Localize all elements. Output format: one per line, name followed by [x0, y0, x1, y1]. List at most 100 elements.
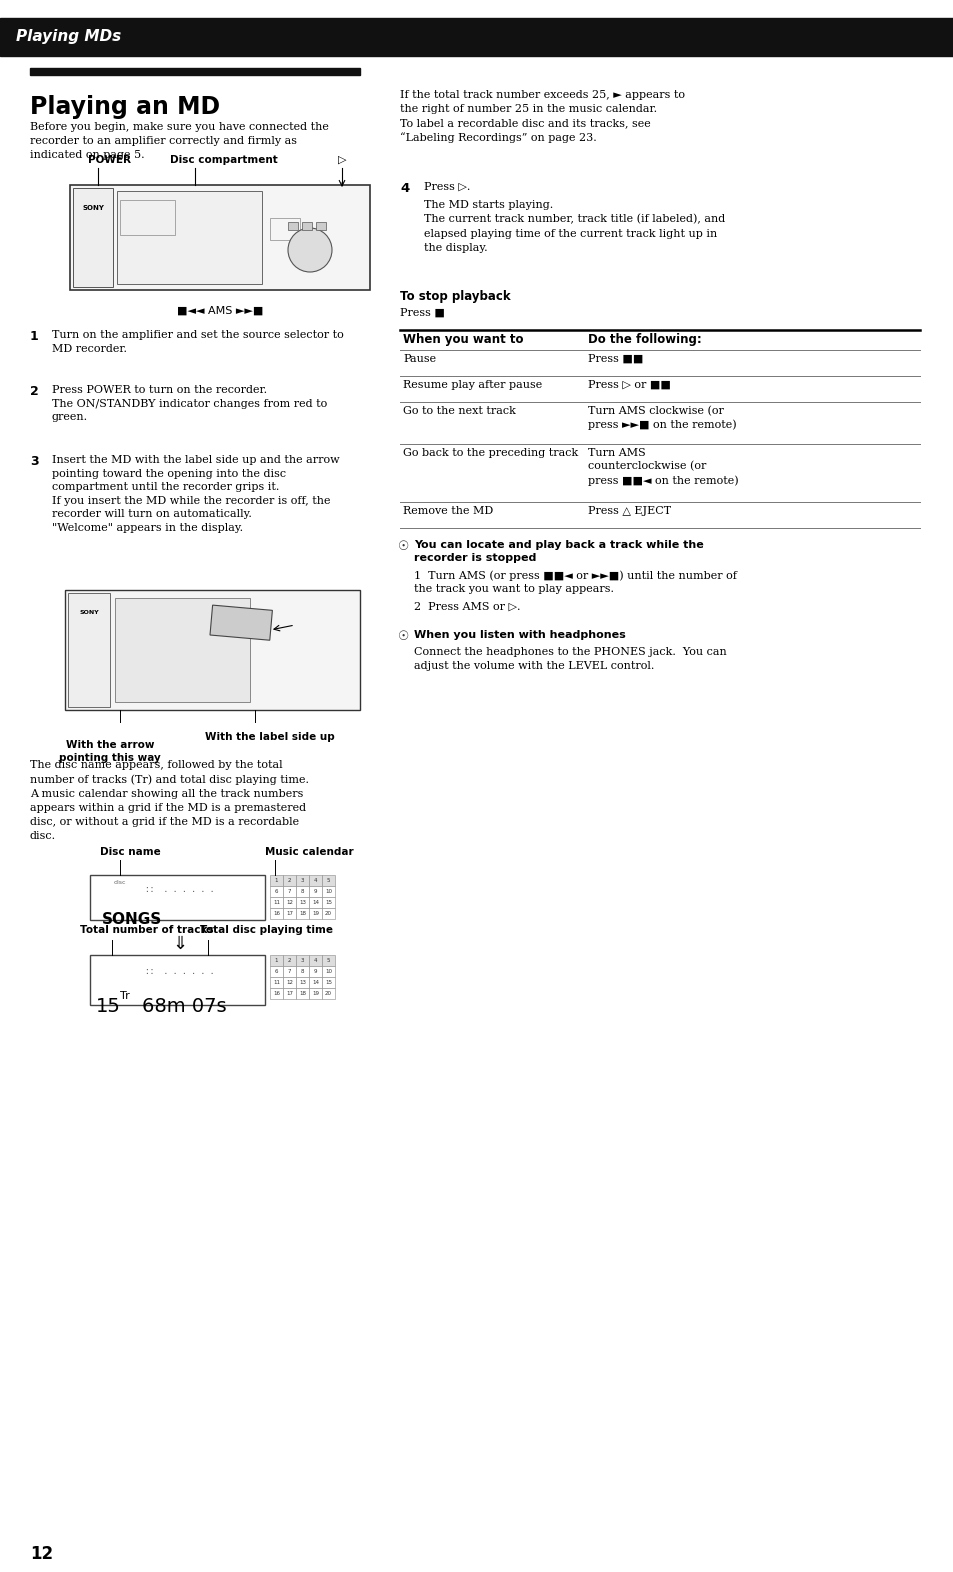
Text: 18: 18	[298, 990, 306, 997]
Text: 15: 15	[325, 901, 332, 905]
Bar	[283, 987, 295, 998]
Bar	[322, 887, 335, 898]
Bar	[295, 956, 309, 967]
Text: 1: 1	[274, 879, 278, 883]
Text: ▷: ▷	[337, 156, 346, 165]
Text: 9: 9	[314, 890, 317, 894]
Bar	[322, 978, 335, 987]
Text: 19: 19	[312, 990, 318, 997]
Text: Resume play after pause: Resume play after pause	[402, 380, 541, 390]
Text: 6: 6	[274, 890, 278, 894]
Bar	[73, 189, 112, 288]
Text: 17: 17	[286, 990, 293, 997]
Text: ■◄◄ AMS ►►■: ■◄◄ AMS ►►■	[176, 307, 263, 316]
Text: 7: 7	[288, 890, 291, 894]
Bar	[309, 876, 322, 887]
Bar	[283, 887, 295, 898]
Bar	[295, 909, 309, 920]
Bar	[90, 876, 265, 920]
Text: 12: 12	[286, 901, 293, 905]
Bar	[309, 887, 322, 898]
Text: Do the following:: Do the following:	[587, 333, 701, 346]
Text: Pause: Pause	[402, 354, 436, 365]
Bar	[283, 967, 295, 978]
Bar	[283, 898, 295, 909]
Bar	[315, 222, 326, 230]
Text: 12: 12	[30, 1545, 53, 1563]
Bar	[295, 898, 309, 909]
Text: 1: 1	[30, 330, 39, 343]
Bar	[30, 68, 359, 75]
Bar	[322, 909, 335, 920]
Text: The disc name appears, followed by the total
number of tracks (Tr) and total dis: The disc name appears, followed by the t…	[30, 759, 309, 841]
Text: Remove the MD: Remove the MD	[402, 506, 493, 516]
Text: Turn on the amplifier and set the source selector to
MD recorder.: Turn on the amplifier and set the source…	[52, 330, 343, 354]
Bar	[309, 987, 322, 998]
Text: Press ▷ or ■■: Press ▷ or ■■	[587, 380, 670, 390]
Bar	[65, 590, 359, 711]
Text: SONGS: SONGS	[102, 912, 162, 927]
Text: ::  . . . . . .: :: . . . . . .	[145, 967, 214, 976]
Text: 20: 20	[325, 912, 332, 916]
Text: 11: 11	[273, 901, 280, 905]
Text: If the total track number exceeds 25, ► appears to
the right of number 25 in the: If the total track number exceeds 25, ► …	[399, 90, 684, 143]
Text: ☉: ☉	[397, 541, 409, 553]
Text: POWER: POWER	[88, 156, 131, 165]
Text: To stop playback: To stop playback	[399, 289, 510, 303]
Bar	[270, 876, 283, 887]
Text: 3: 3	[30, 454, 38, 468]
Text: When you listen with headphones: When you listen with headphones	[414, 630, 625, 640]
Text: 1: 1	[274, 957, 278, 964]
Text: Tr: Tr	[120, 990, 130, 1001]
Text: Total number of tracks: Total number of tracks	[80, 924, 213, 935]
Text: The MD starts playing.
The current track number, track title (if labeled), and
e: The MD starts playing. The current track…	[423, 200, 724, 253]
Bar	[270, 967, 283, 978]
Text: 14: 14	[312, 979, 318, 986]
Text: ⇓: ⇓	[172, 935, 188, 953]
Text: disc: disc	[113, 880, 126, 885]
Text: SONY: SONY	[82, 204, 104, 211]
Bar	[270, 909, 283, 920]
Text: SONY: SONY	[79, 610, 99, 615]
Text: When you want to: When you want to	[402, 333, 523, 346]
Text: Go back to the preceding track: Go back to the preceding track	[402, 448, 578, 457]
Bar	[270, 956, 283, 967]
Text: 4: 4	[314, 957, 317, 964]
Text: 2: 2	[30, 385, 39, 398]
Text: ☉: ☉	[397, 630, 409, 643]
Text: 15: 15	[96, 997, 121, 1016]
Text: Press POWER to turn on the recorder.
The ON/STANDBY indicator changes from red t: Press POWER to turn on the recorder. The…	[52, 385, 327, 423]
Text: 13: 13	[298, 979, 306, 986]
Bar	[322, 876, 335, 887]
Text: Before you begin, make sure you have connected the
recorder to an amplifier corr: Before you begin, make sure you have con…	[30, 123, 329, 160]
Text: 4: 4	[314, 879, 317, 883]
Text: 1  Turn AMS (or press ■■◄ or ►►■) until the number of
the track you want to play: 1 Turn AMS (or press ■■◄ or ►►■) until t…	[414, 571, 736, 594]
Bar	[270, 219, 299, 241]
Text: Total disc playing time: Total disc playing time	[200, 924, 333, 935]
Bar	[322, 987, 335, 998]
Bar	[295, 978, 309, 987]
Bar	[309, 956, 322, 967]
Bar	[322, 967, 335, 978]
Text: Disc compartment: Disc compartment	[170, 156, 277, 165]
Bar	[295, 887, 309, 898]
Text: 3: 3	[300, 879, 304, 883]
Text: With the arrow
pointing this way: With the arrow pointing this way	[59, 740, 161, 762]
Text: Press ▷.: Press ▷.	[423, 182, 470, 192]
Text: Press △ EJECT: Press △ EJECT	[587, 506, 670, 516]
Text: 2: 2	[288, 957, 291, 964]
Bar	[302, 222, 312, 230]
Bar	[309, 978, 322, 987]
Text: 5: 5	[327, 957, 330, 964]
Text: 16: 16	[273, 990, 280, 997]
Bar	[295, 987, 309, 998]
Bar	[120, 200, 174, 234]
Text: Go to the next track: Go to the next track	[402, 406, 516, 417]
Text: 18: 18	[298, 912, 306, 916]
Text: 11: 11	[273, 979, 280, 986]
Text: 4: 4	[399, 182, 409, 195]
Bar	[309, 898, 322, 909]
Text: Playing an MD: Playing an MD	[30, 94, 220, 119]
Text: 17: 17	[286, 912, 293, 916]
Bar	[295, 967, 309, 978]
